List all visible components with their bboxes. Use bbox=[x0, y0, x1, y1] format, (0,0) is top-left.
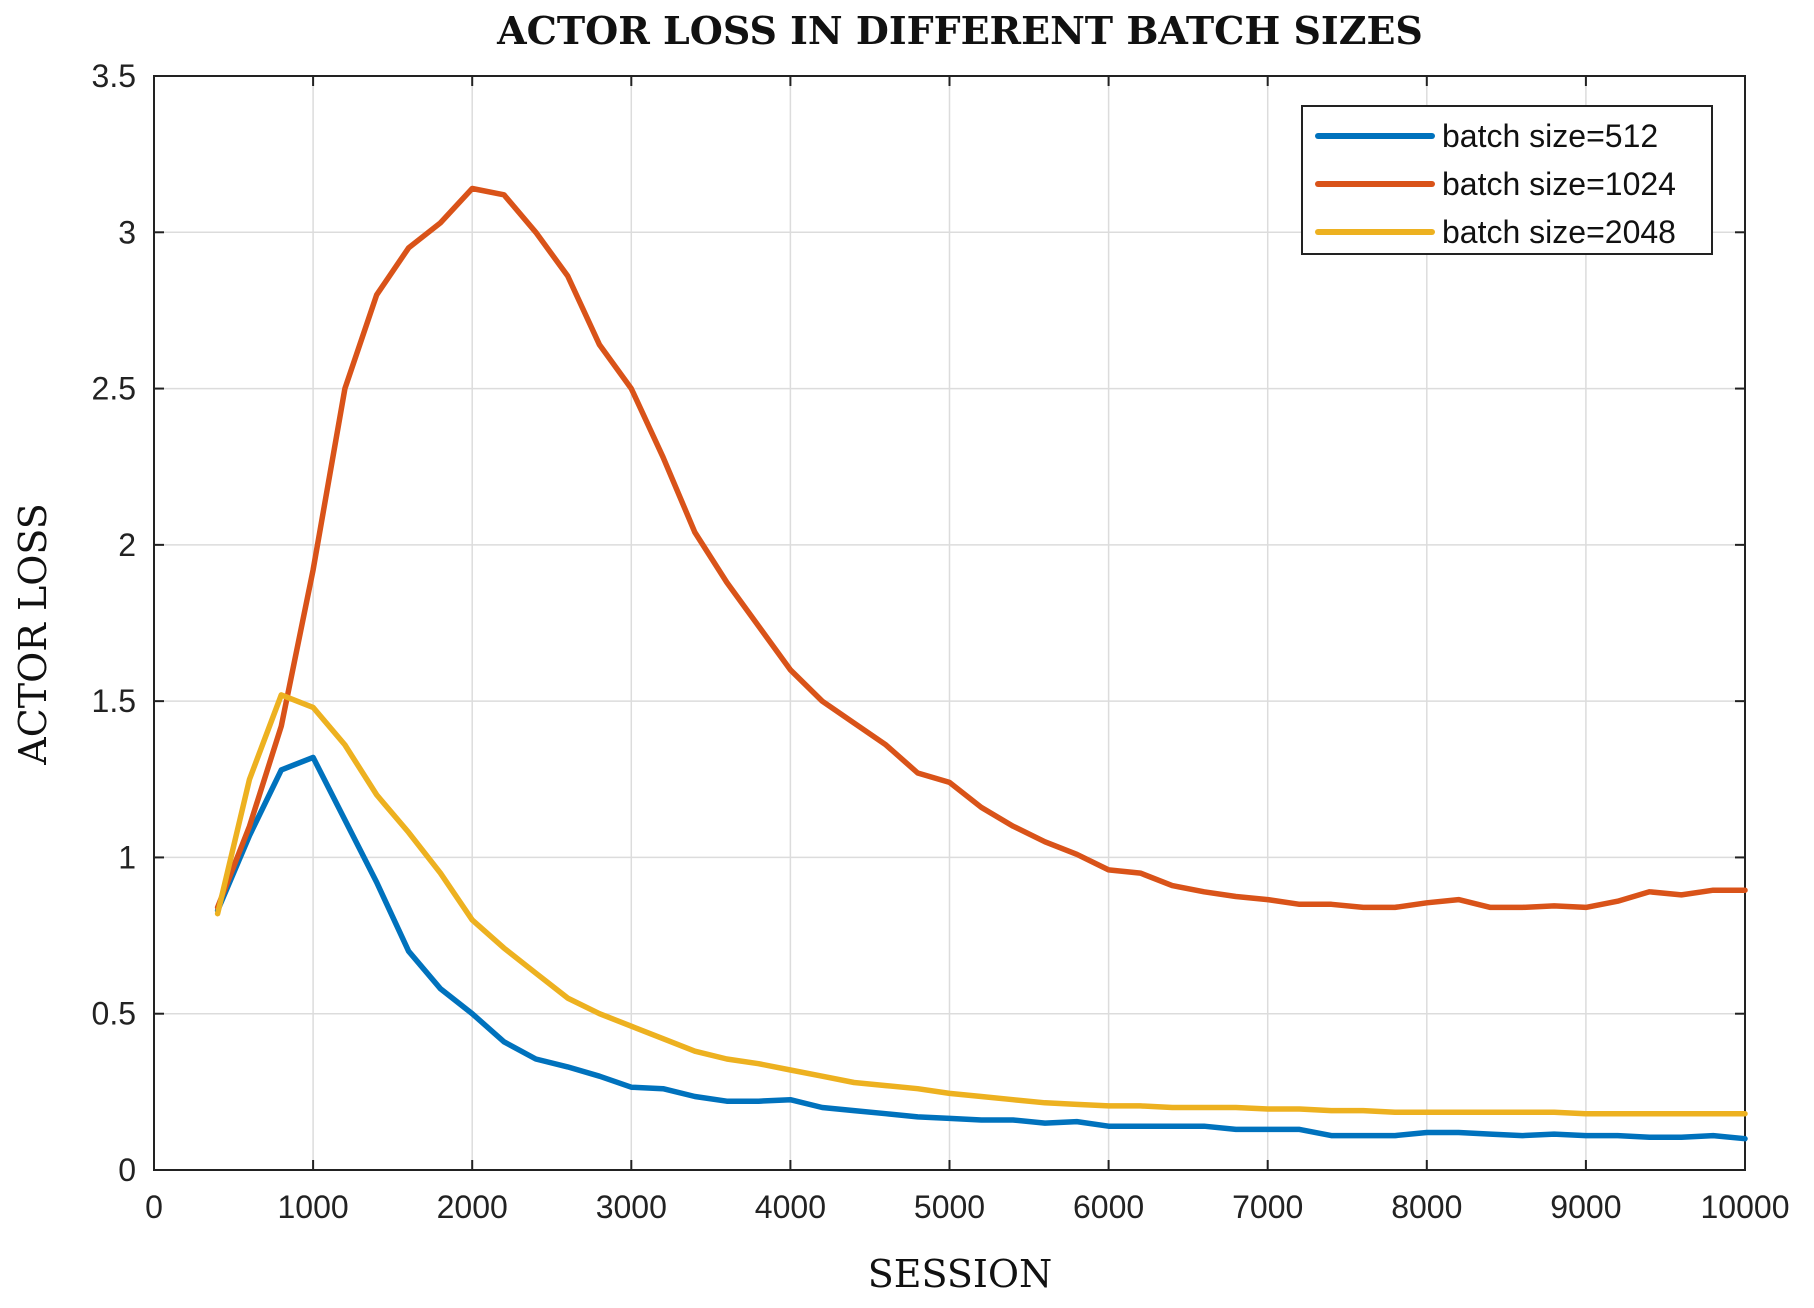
x-tick-label: 7000 bbox=[1232, 1189, 1303, 1225]
chart-title: ACTOR LOSS IN DIFFERENT BATCH SIZES bbox=[496, 8, 1423, 53]
grid bbox=[154, 76, 1745, 1170]
series-lines bbox=[214, 185, 1748, 1142]
y-tick-label: 3.5 bbox=[92, 58, 136, 94]
x-tick-label: 1000 bbox=[278, 1189, 349, 1225]
legend-label: batch size=512 bbox=[1442, 118, 1658, 154]
x-tick-label: 4000 bbox=[755, 1189, 826, 1225]
x-tick-label: 2000 bbox=[437, 1189, 508, 1225]
x-tick-label: 5000 bbox=[914, 1189, 985, 1225]
x-tick-label: 6000 bbox=[1073, 1189, 1144, 1225]
y-tick-label: 2 bbox=[118, 527, 136, 563]
y-tick-label: 0 bbox=[118, 1152, 136, 1188]
y-tick-label: 3 bbox=[118, 214, 136, 250]
y-tick-label: 2.5 bbox=[92, 371, 136, 407]
x-tick-label: 9000 bbox=[1550, 1189, 1621, 1225]
x-axis-label: SESSION bbox=[868, 1252, 1053, 1296]
legend-label: batch size=2048 bbox=[1442, 214, 1676, 250]
x-tick-label: 3000 bbox=[596, 1189, 667, 1225]
legend: batch size=512 batch size=1024 batch size=… bbox=[1301, 105, 1713, 255]
axis-ticks: 0 1000 2000 3000 4000 5000 6000 7000 8000 9000 100… bbox=[92, 58, 1790, 1225]
y-tick-label: 0.5 bbox=[92, 996, 136, 1032]
series-line-2 bbox=[214, 185, 1748, 911]
y-axis-label: ACTOR LOSS bbox=[11, 503, 55, 766]
series-line-1 bbox=[214, 754, 1748, 1142]
y-tick-label: 1 bbox=[118, 839, 136, 875]
series-line-3 bbox=[214, 692, 1748, 1117]
legend-label: batch size=1024 bbox=[1442, 166, 1676, 202]
x-tick-label: 8000 bbox=[1391, 1189, 1462, 1225]
x-tick-label: 0 bbox=[145, 1189, 163, 1225]
x-tick-label: 10000 bbox=[1701, 1189, 1790, 1225]
y-tick-label: 1.5 bbox=[92, 683, 136, 719]
